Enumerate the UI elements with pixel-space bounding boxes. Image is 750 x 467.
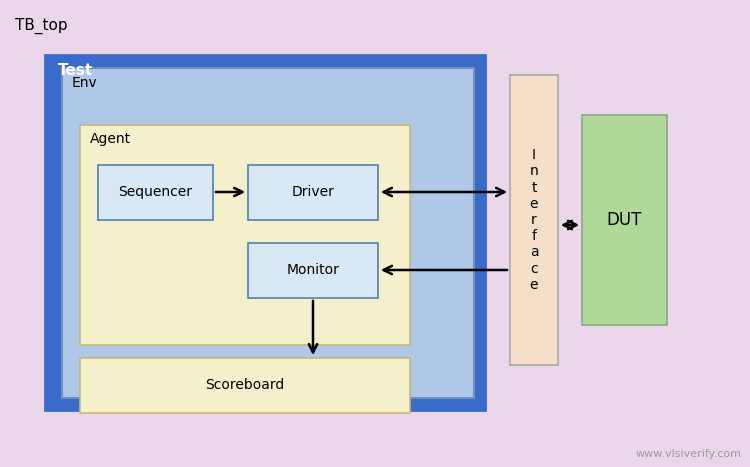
Text: TB_top: TB_top	[15, 18, 68, 34]
Text: Agent: Agent	[90, 132, 131, 146]
Text: Test: Test	[58, 63, 93, 78]
Bar	[248, 165, 378, 220]
Bar	[45, 55, 485, 410]
Text: Scoreboard: Scoreboard	[206, 378, 285, 392]
Bar	[98, 165, 213, 220]
Text: Monitor: Monitor	[286, 263, 340, 277]
Text: Env: Env	[72, 76, 98, 90]
Bar	[80, 125, 410, 345]
Bar	[582, 115, 667, 325]
Bar	[80, 358, 410, 413]
Bar	[62, 68, 474, 398]
Bar	[248, 243, 378, 298]
Text: Driver: Driver	[292, 185, 334, 199]
Text: www.vlsiverify.com: www.vlsiverify.com	[636, 449, 742, 459]
Text: I
n
t
e
r
f
a
c
e: I n t e r f a c e	[530, 148, 538, 292]
Text: Sequencer: Sequencer	[118, 185, 192, 199]
Text: DUT: DUT	[606, 211, 642, 229]
Bar	[510, 75, 558, 365]
